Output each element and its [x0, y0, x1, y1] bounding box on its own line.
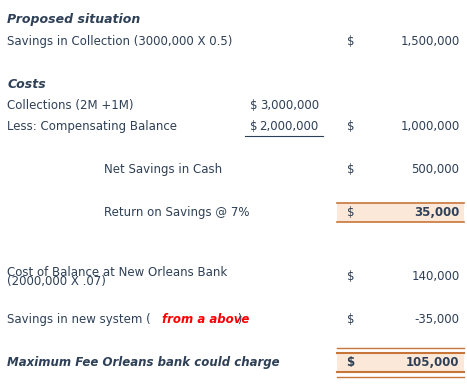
Text: 3,000,000: 3,000,000	[260, 99, 319, 112]
Text: 105,000: 105,000	[406, 356, 460, 369]
Text: 1,500,000: 1,500,000	[400, 35, 460, 48]
Text: $: $	[347, 35, 354, 48]
Text: Costs: Costs	[7, 78, 46, 91]
Text: -35,000: -35,000	[415, 313, 460, 326]
Text: Return on Savings @ 7%: Return on Savings @ 7%	[104, 206, 250, 219]
Text: 1,000,000: 1,000,000	[400, 120, 460, 133]
Text: 140,000: 140,000	[411, 270, 460, 283]
Text: $: $	[347, 356, 354, 369]
Text: 500,000: 500,000	[411, 163, 460, 176]
Text: Savings in new system (: Savings in new system (	[7, 313, 151, 326]
Text: 35,000: 35,000	[414, 206, 460, 219]
Text: from a above: from a above	[162, 313, 249, 326]
Text: Cost of Balance at New Orleans Bank: Cost of Balance at New Orleans Bank	[7, 265, 227, 279]
Text: Collections (2M +1M): Collections (2M +1M)	[7, 99, 134, 112]
FancyBboxPatch shape	[337, 353, 464, 372]
Text: $: $	[347, 206, 354, 219]
Text: Less: Compensating Balance: Less: Compensating Balance	[7, 120, 177, 133]
Text: $: $	[250, 99, 257, 112]
Text: Proposed situation: Proposed situation	[7, 13, 141, 27]
Text: $: $	[347, 163, 354, 176]
Text: $: $	[250, 120, 257, 133]
Text: Savings in Collection (3000,000 X 0.5): Savings in Collection (3000,000 X 0.5)	[7, 35, 233, 48]
Text: ): )	[234, 313, 243, 326]
Text: Maximum Fee Orleans bank could charge: Maximum Fee Orleans bank could charge	[7, 356, 280, 369]
Text: (2000,000 X .07): (2000,000 X .07)	[7, 275, 106, 288]
Text: Net Savings in Cash: Net Savings in Cash	[104, 163, 222, 176]
FancyBboxPatch shape	[337, 203, 464, 222]
Text: $: $	[347, 270, 354, 283]
Text: $: $	[347, 120, 354, 133]
Text: 2,000,000: 2,000,000	[260, 120, 319, 133]
Text: $: $	[347, 313, 354, 326]
